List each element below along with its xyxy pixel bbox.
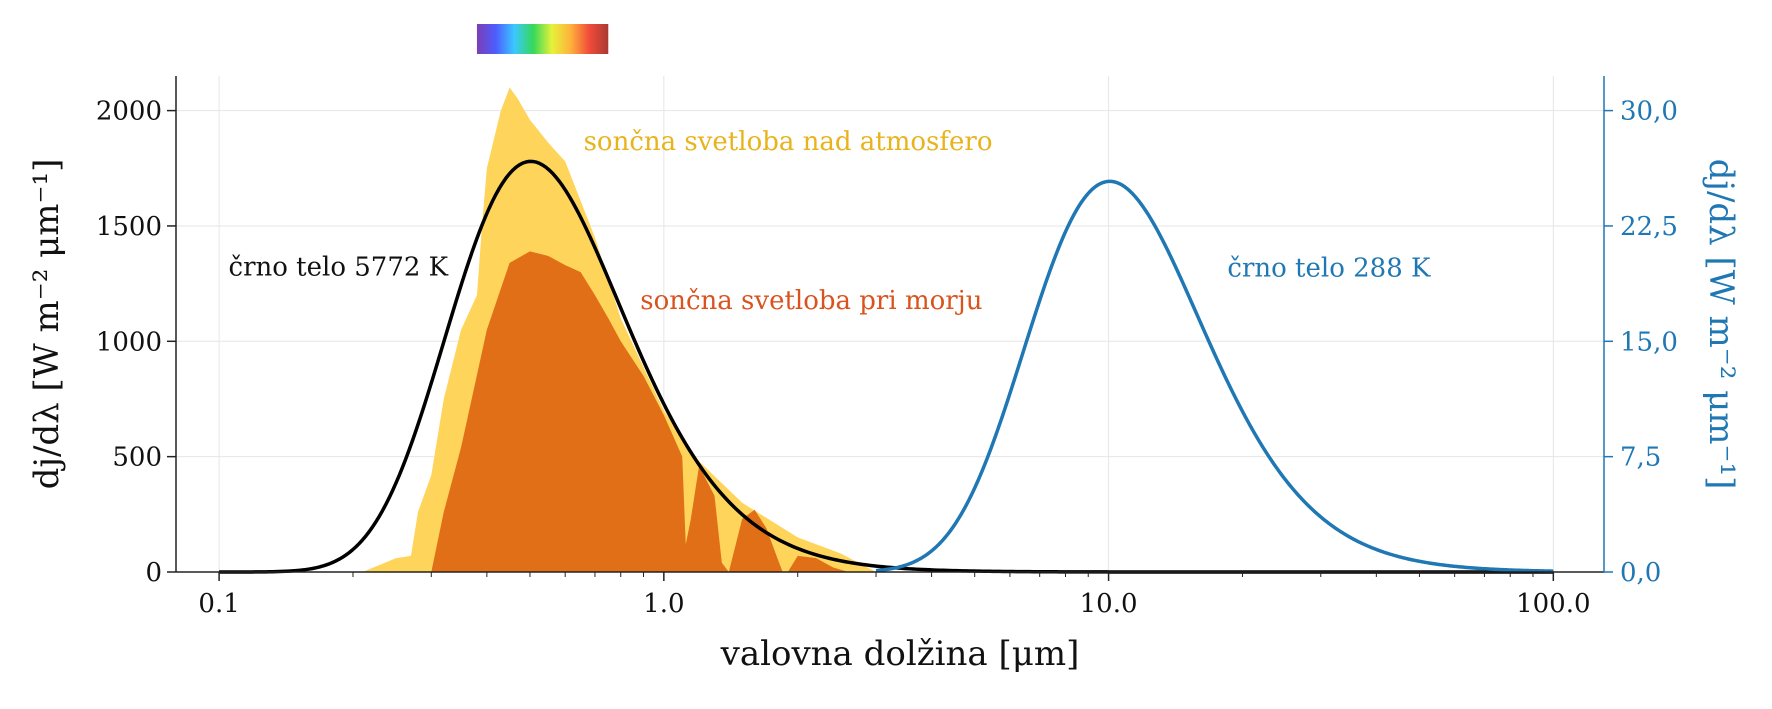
y-right-tick-label: 0,0 (1620, 558, 1661, 588)
y-left-tick-label: 2000 (96, 97, 162, 127)
axes: 0.1 1.0 10.0 100.0 0 500 1000 1500 2000 0,0 7,5 15,… (27, 76, 1741, 674)
y-right-tick-label: 15,0 (1620, 327, 1678, 357)
x-tick-label: 1.0 (643, 589, 684, 619)
x-tick-label: 10.0 (1080, 589, 1138, 619)
solar-areas (362, 87, 877, 572)
y-left-tick-label: 1000 (96, 327, 162, 357)
y-left-tick-label: 0 (145, 558, 162, 588)
area-solar-sea-level (431, 251, 849, 572)
visible-spectrum-bar (476, 24, 609, 54)
y-left-tick-label: 1500 (96, 212, 162, 242)
line-blackbody-288k (875, 179, 1554, 573)
y-right-axis-title: dj/dλ [W m⁻² μm⁻¹] (1701, 159, 1741, 490)
annotation-label: sončna svetloba nad atmosfero (584, 127, 993, 157)
y-right-tick-label: 22,5 (1620, 212, 1678, 242)
annotation-label: črno telo 288 K (1227, 254, 1431, 284)
y-left-axis-title: dj/dλ [W m⁻² μm⁻¹] (27, 159, 67, 490)
gridlines (176, 76, 1604, 572)
annotation-label: sončna svetloba pri morju (640, 286, 982, 316)
x-tick-label: 100.0 (1516, 589, 1590, 619)
y-right-tick-label: 30,0 (1620, 97, 1678, 127)
annotations: sončna svetloba nad atmosfero črno telo 5… (229, 127, 1431, 316)
x-tick-label: 0.1 (198, 589, 239, 619)
x-axis-title: valovna dolžina [μm] (720, 634, 1080, 674)
y-left-tick-label: 500 (112, 443, 162, 473)
y-right-tick-label: 7,5 (1620, 443, 1661, 473)
visible-spectrum-bar-group (476, 24, 609, 54)
annotation-label: črno telo 5772 K (229, 253, 449, 283)
